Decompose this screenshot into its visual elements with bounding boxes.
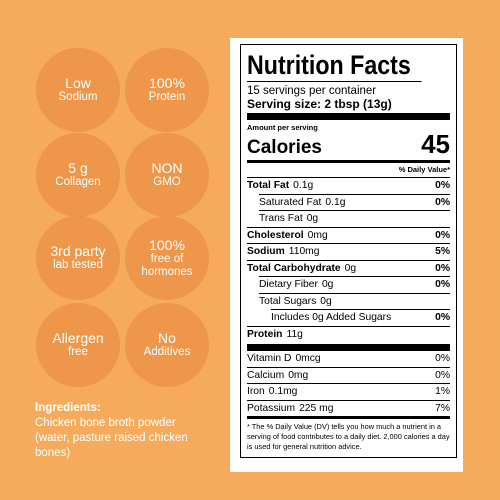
nutrient-row: Sodium 110mg 5%	[247, 243, 450, 260]
nutrient-amount: 0mcg	[295, 353, 321, 365]
nutrient-dv: 0%	[435, 312, 450, 324]
footnote: * The % Daily Value (DV) tells you how m…	[247, 422, 450, 451]
nutrient-dv: 0%	[435, 196, 450, 208]
nutrient-row: Includes 0g Added Sugars 0%	[271, 309, 450, 326]
nutrient-row: Calcium 0mg 0%	[247, 366, 450, 384]
nutrient-name: Vitamin D	[247, 353, 292, 365]
servings: 15 servings per container	[247, 85, 377, 97]
nutrition-label: Nutrition Facts 15 servings per containe…	[240, 44, 457, 458]
nutrient-row: Total Sugars 0g	[259, 292, 450, 310]
badge: 5 g Collagen	[36, 133, 120, 217]
nutrient-amount: 0g	[344, 262, 357, 274]
nutrient-dv: 0%	[435, 369, 450, 381]
nutrient-name: Cholesterol	[247, 229, 304, 241]
badge: NON GMO	[125, 133, 209, 217]
dv-heading: % Daily Value*	[398, 165, 450, 174]
nutrient-amount: 0.1g	[325, 196, 346, 208]
badge-line: Allergen	[52, 330, 104, 347]
nutrient-row: Dietary Fiber 0g 0%	[259, 276, 450, 293]
badge-line: NON	[151, 160, 183, 177]
nutrient-dv: 0%	[435, 180, 450, 192]
nutrient-row: Total Fat 0.1g 0%	[247, 177, 450, 194]
nutrient-amount: 0g	[320, 295, 332, 307]
nutrient-row: Vitamin D 0mcg 0%	[247, 351, 450, 367]
nutrient-row: Total Carbohydrate 0g 0%	[247, 259, 450, 277]
nutrient-name: Total Fat	[247, 180, 290, 192]
nutrient-name: Includes 0g Added Sugars	[271, 312, 392, 324]
badge-line: Additives	[143, 346, 191, 359]
nutrient-dv: 5%	[435, 246, 450, 258]
divider	[247, 416, 450, 419]
badge-line: free	[68, 346, 88, 359]
badge: 100% Protein	[125, 48, 209, 132]
nutrient-name: Potassium	[247, 402, 296, 414]
nutrient-dv: 0%	[435, 279, 450, 291]
badge-line: hormones	[141, 266, 193, 279]
badge-line: lab tested	[53, 259, 103, 272]
nutrient-name: Dietary Fiber	[259, 279, 318, 291]
nutrient-amount: 11g	[286, 328, 303, 340]
ingredients: Ingredients: Chicken bone broth powder (…	[35, 401, 205, 461]
ingredients-text: Chicken bone broth powder (water, pastur…	[35, 416, 188, 459]
badge-line: 3rd party	[50, 243, 106, 260]
badge: No Additives	[125, 303, 209, 387]
calories-value: 45	[421, 129, 450, 159]
nutrient-dv: 0%	[435, 229, 450, 241]
calories-label: Calories	[247, 137, 322, 158]
nutrient-row: Trans Fat 0g	[259, 210, 450, 227]
nutrient-row: Saturated Fat 0.1g 0%	[259, 193, 450, 211]
nutrient-amount: 0mg	[307, 229, 328, 241]
badge-line: No	[158, 330, 176, 347]
nutrient-amount: 0mg	[288, 369, 309, 381]
nutrient-amount: 225 mg	[299, 402, 334, 414]
nutrient-row: Cholesterol 0mg 0%	[247, 226, 450, 244]
amount-per-serving: Amount per serving	[247, 123, 318, 132]
serving-size: Serving size: 2 tbsp (13g)	[247, 97, 392, 111]
badge-line: GMO	[153, 176, 181, 189]
nutrient-name: Saturated Fat	[259, 196, 322, 208]
vitamin-rows: Vitamin D 0mcg 0% Calcium 0mg 0% Iron 0.1mg 1% Po…	[247, 351, 450, 416]
badge-line: free of	[150, 252, 184, 265]
divider	[247, 160, 450, 163]
badge: Low Sodium	[36, 48, 120, 132]
badge-line: Protein	[148, 91, 186, 104]
nutrient-row: Potassium 225 mg 7%	[247, 399, 450, 417]
badge-line: 5 g	[68, 160, 88, 177]
badge: Allergen free	[36, 303, 120, 387]
ingredients-heading: Ingredients:	[35, 402, 101, 414]
nutrient-name: Iron	[247, 386, 265, 398]
nutrient-name: Trans Fat	[259, 213, 303, 225]
nutrient-amount: 0g	[321, 279, 334, 291]
badge-line: Collagen	[55, 176, 101, 189]
nutrient-row: Iron 0.1mg 1%	[247, 383, 450, 400]
badge-line: Low	[65, 75, 91, 92]
divider	[247, 113, 450, 120]
divider	[247, 344, 450, 351]
calories-row: Calories 45	[247, 129, 450, 160]
nutrient-dv: 7%	[435, 402, 450, 414]
nutrient-name: Total Sugars	[259, 295, 317, 307]
badge: 100% free of hormones	[125, 216, 209, 300]
nutrient-name: Sodium	[247, 246, 285, 258]
badge-line: 100%	[149, 75, 185, 92]
nutrient-amount: 0g	[306, 213, 319, 225]
nutrient-amount: 110mg	[288, 246, 320, 258]
nutrient-amount: 0.1mg	[268, 386, 298, 398]
nutrient-row: Protein 11g	[247, 325, 450, 343]
nutrient-name: Protein	[247, 328, 283, 340]
label-title: Nutrition Facts	[247, 49, 422, 82]
nutrient-dv: 1%	[435, 386, 450, 398]
nutrient-dv: 0%	[435, 353, 450, 365]
nutrient-amount: 0.1g	[293, 180, 314, 192]
nutrient-rows: Total Fat 0.1g 0% Saturated Fat 0.1g 0% Trans …	[247, 177, 450, 342]
badge-line: Sodium	[58, 91, 98, 104]
nutrient-name: Total Carbohydrate	[247, 262, 341, 274]
nutrient-name: Calcium	[247, 369, 285, 381]
badge-line: 100%	[149, 236, 185, 253]
badge: 3rd party lab tested	[36, 216, 120, 300]
nutrient-dv: 0%	[435, 262, 450, 274]
